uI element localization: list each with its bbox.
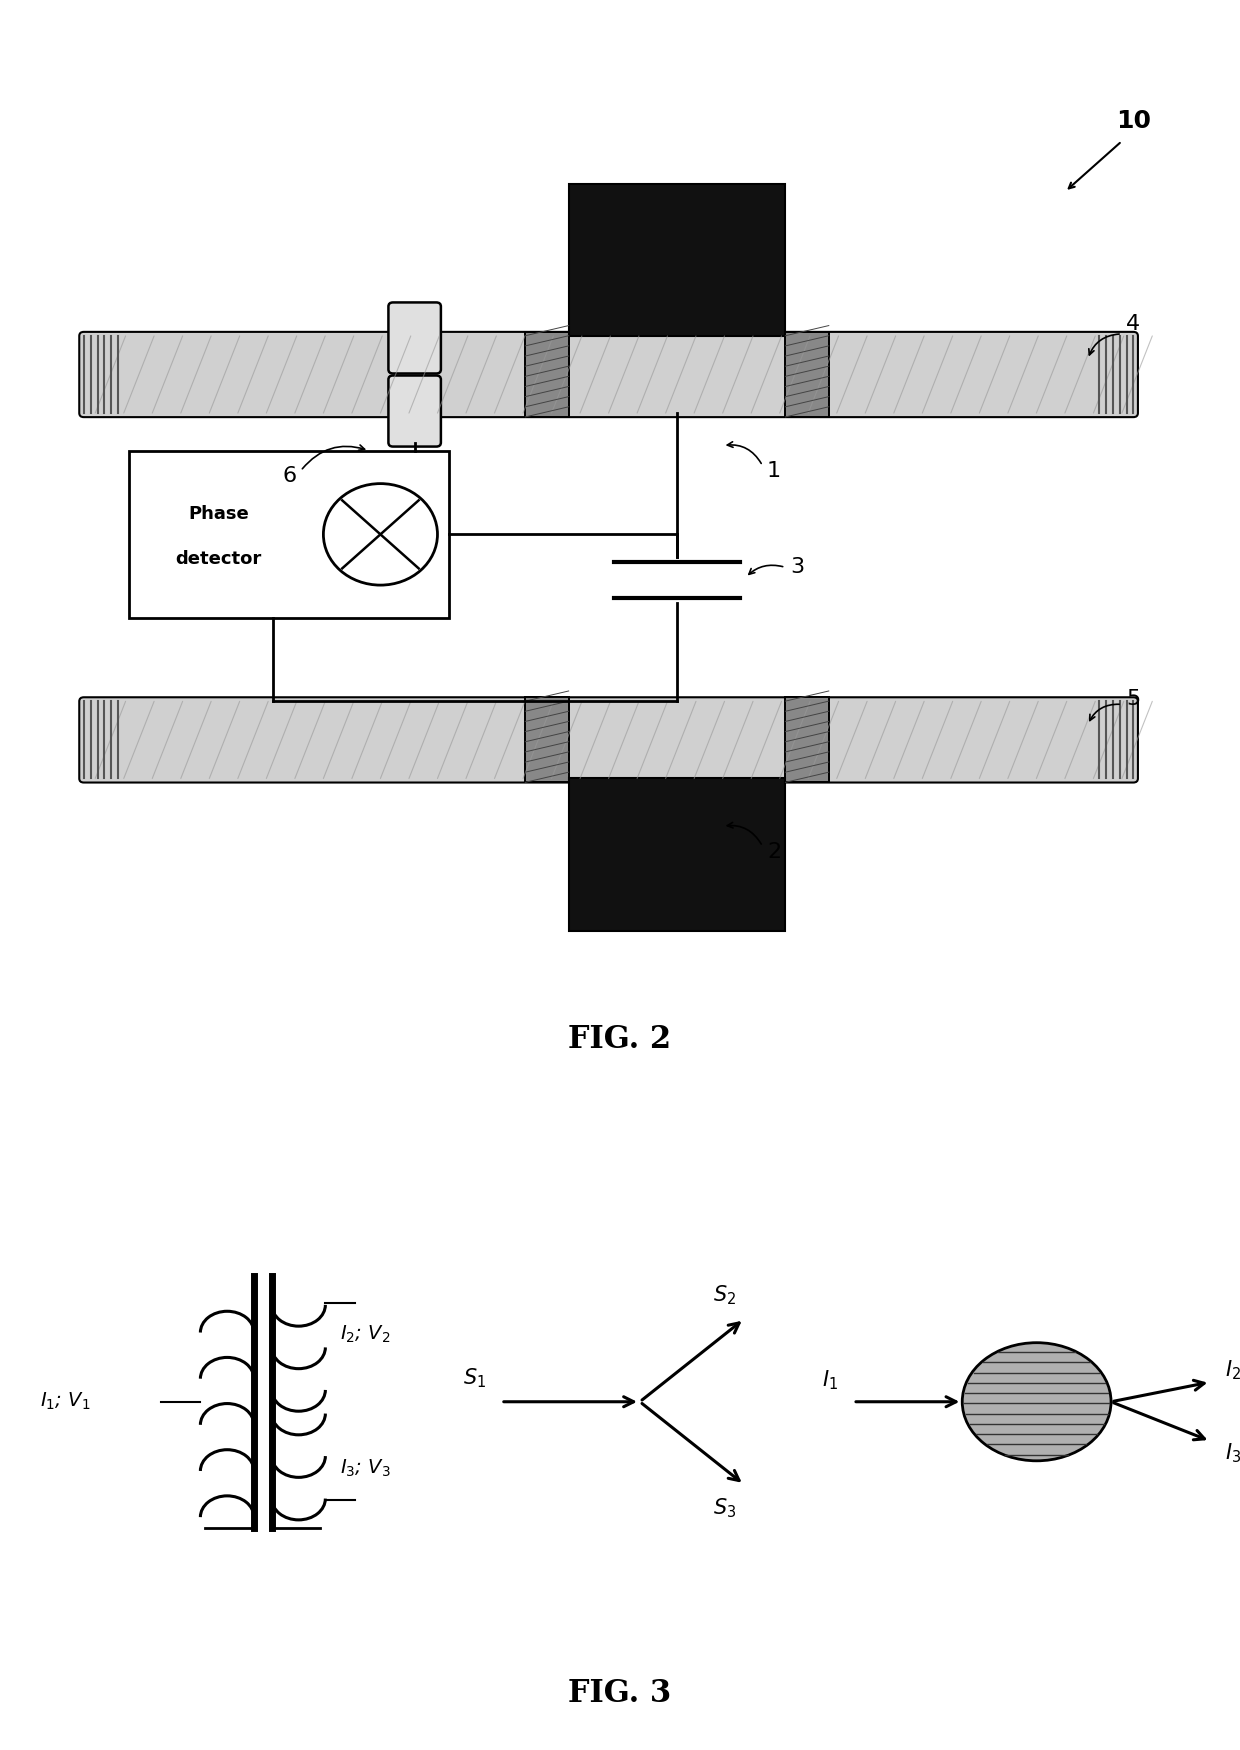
- Text: 5: 5: [1126, 690, 1141, 709]
- Text: $I_2$: $I_2$: [1225, 1358, 1240, 1382]
- Bar: [129, 450, 449, 618]
- FancyBboxPatch shape: [79, 332, 1138, 416]
- FancyBboxPatch shape: [79, 696, 1138, 782]
- Text: $I_2$; $V_2$: $I_2$; $V_2$: [340, 1325, 391, 1346]
- Bar: [526, 698, 569, 782]
- Circle shape: [324, 483, 438, 584]
- Text: $S_2$: $S_2$: [713, 1284, 735, 1307]
- Text: $I_1$: $I_1$: [822, 1368, 838, 1391]
- Bar: [569, 184, 785, 336]
- Circle shape: [962, 1342, 1111, 1461]
- Text: 2: 2: [768, 842, 781, 861]
- Bar: [785, 332, 828, 416]
- Bar: [569, 779, 785, 931]
- Bar: [785, 698, 828, 782]
- Text: $S_3$: $S_3$: [713, 1496, 735, 1519]
- Text: 1: 1: [768, 460, 781, 481]
- FancyBboxPatch shape: [388, 303, 441, 373]
- Text: FIG. 3: FIG. 3: [568, 1678, 672, 1708]
- Text: $I_3$; $V_3$: $I_3$; $V_3$: [340, 1458, 391, 1479]
- Text: $I_3$: $I_3$: [1225, 1442, 1240, 1465]
- Text: 4: 4: [1126, 313, 1141, 334]
- Text: 3: 3: [790, 556, 804, 578]
- Text: detector: detector: [175, 551, 262, 569]
- Bar: [526, 332, 569, 416]
- Text: 6: 6: [283, 466, 296, 486]
- Text: FIG. 2: FIG. 2: [568, 1024, 672, 1055]
- Text: $S_1$: $S_1$: [463, 1367, 486, 1390]
- Text: 10: 10: [1116, 108, 1151, 133]
- Text: $I_1$; $V_1$: $I_1$; $V_1$: [40, 1391, 91, 1412]
- FancyBboxPatch shape: [388, 376, 441, 446]
- Text: Phase: Phase: [188, 506, 249, 523]
